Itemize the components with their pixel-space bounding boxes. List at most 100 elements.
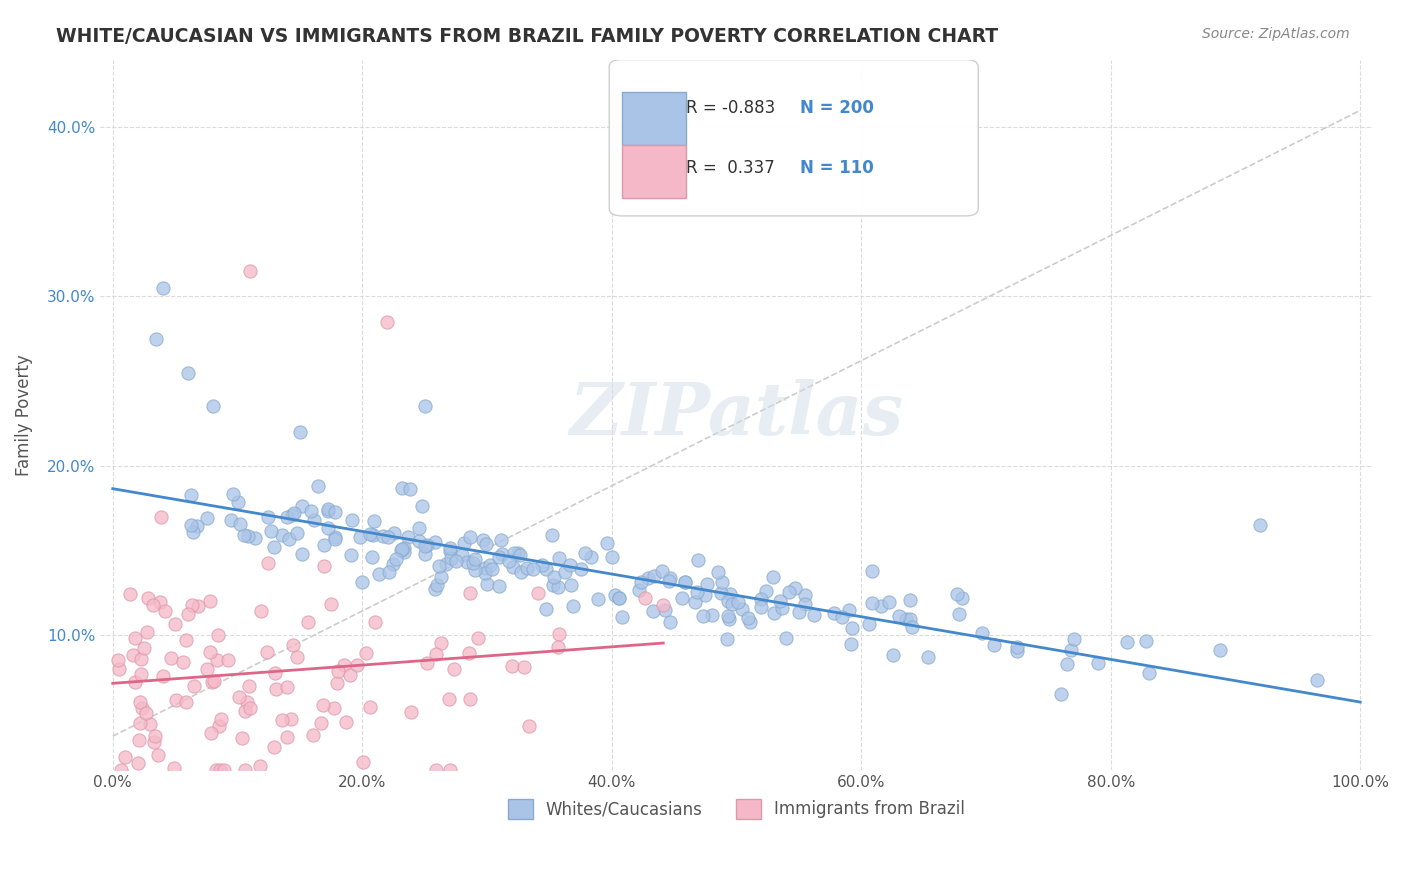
Whites/Caucasians: [427, 559, 450, 574]
Immigrants from Brazil: [200, 645, 222, 659]
Immigrants from Brazil: [163, 617, 186, 632]
Immigrants from Brazil: [149, 509, 172, 524]
Whites/Caucasians: [711, 575, 734, 590]
Immigrants from Brazil: [517, 719, 540, 733]
Whites/Caucasians: [288, 425, 311, 439]
Whites/Caucasians: [219, 513, 242, 527]
Whites/Caucasians: [382, 526, 405, 541]
Whites/Caucasians: [318, 502, 340, 516]
Whites/Caucasians: [769, 593, 792, 607]
Whites/Caucasians: [381, 557, 404, 571]
Text: R =  0.337: R = 0.337: [686, 160, 775, 178]
Immigrants from Brazil: [204, 763, 226, 777]
Immigrants from Brazil: [256, 645, 278, 659]
Whites/Caucasians: [451, 548, 474, 562]
Immigrants from Brazil: [195, 662, 218, 676]
Immigrants from Brazil: [187, 599, 209, 614]
Whites/Caucasians: [276, 510, 298, 524]
Immigrants from Brazil: [321, 597, 343, 611]
Whites/Caucasians: [560, 558, 582, 572]
Whites/Caucasians: [794, 597, 817, 611]
Whites/Caucasians: [696, 576, 718, 591]
Immigrants from Brazil: [652, 598, 675, 612]
Whites/Caucasians: [391, 541, 413, 556]
Whites/Caucasians: [440, 551, 463, 566]
Whites/Caucasians: [323, 530, 346, 544]
Whites/Caucasians: [710, 586, 733, 600]
Whites/Caucasians: [359, 527, 381, 541]
Whites/Caucasians: [770, 600, 793, 615]
Whites/Caucasians: [721, 597, 744, 611]
Whites/Caucasians: [831, 610, 853, 624]
Immigrants from Brazil: [323, 701, 346, 715]
Whites/Caucasians: [755, 584, 778, 599]
Whites/Caucasians: [285, 525, 308, 540]
Immigrants from Brazil: [159, 651, 181, 665]
Whites/Caucasians: [180, 488, 202, 502]
Whites/Caucasians: [429, 570, 451, 584]
Immigrants from Brazil: [429, 636, 451, 650]
Immigrants from Brazil: [235, 695, 257, 709]
Whites/Caucasians: [970, 626, 993, 640]
Whites/Caucasians: [686, 584, 709, 599]
Whites/Caucasians: [534, 602, 557, 616]
Immigrants from Brazil: [512, 660, 534, 674]
Whites/Caucasians: [314, 538, 336, 552]
Whites/Caucasians: [803, 607, 825, 622]
Text: N = 110: N = 110: [800, 160, 875, 178]
Immigrants from Brazil: [114, 750, 136, 764]
Whites/Caucasians: [229, 516, 252, 531]
Whites/Caucasians: [536, 562, 558, 576]
Whites/Caucasians: [181, 525, 204, 540]
Whites/Caucasians: [612, 610, 634, 624]
Whites/Caucasians: [385, 552, 408, 566]
Immigrants from Brazil: [339, 668, 361, 682]
Whites/Caucasians: [426, 578, 449, 592]
Whites/Caucasians: [316, 521, 339, 535]
Whites/Caucasians: [717, 609, 740, 624]
Whites/Caucasians: [195, 511, 218, 525]
Whites/Caucasians: [349, 531, 371, 545]
Immigrants from Brazil: [207, 628, 229, 642]
Immigrants from Brazil: [276, 731, 298, 745]
Whites/Caucasians: [475, 577, 498, 591]
Whites/Caucasians: [352, 574, 374, 589]
Whites/Caucasians: [516, 561, 538, 575]
Immigrants from Brazil: [297, 615, 319, 630]
Whites/Caucasians: [717, 594, 740, 608]
Immigrants from Brazil: [124, 631, 146, 645]
Immigrants from Brazil: [401, 705, 423, 719]
Immigrants from Brazil: [266, 682, 288, 697]
Whites/Caucasians: [946, 586, 969, 600]
Immigrants from Brazil: [276, 681, 298, 695]
Immigrants from Brazil: [458, 646, 481, 660]
Immigrants from Brazil: [352, 755, 374, 769]
Whites/Caucasians: [228, 495, 250, 509]
Immigrants from Brazil: [326, 675, 349, 690]
Whites/Caucasians: [474, 566, 496, 581]
Whites/Caucasians: [391, 543, 413, 558]
Whites/Caucasians: [152, 281, 174, 295]
Immigrants from Brazil: [129, 666, 152, 681]
FancyBboxPatch shape: [609, 60, 979, 216]
Whites/Caucasians: [688, 553, 710, 567]
Immigrants from Brazil: [501, 658, 523, 673]
Whites/Caucasians: [1249, 517, 1271, 532]
Whites/Caucasians: [579, 550, 602, 565]
Immigrants from Brazil: [270, 713, 292, 727]
Immigrants from Brazil: [264, 666, 287, 681]
Immigrants from Brazil: [152, 669, 174, 683]
FancyBboxPatch shape: [621, 92, 686, 145]
Whites/Caucasians: [1209, 643, 1232, 657]
Immigrants from Brazil: [548, 627, 571, 641]
Whites/Caucasians: [651, 565, 673, 579]
Whites/Caucasians: [307, 479, 329, 493]
Whites/Caucasians: [628, 582, 651, 597]
Immigrants from Brazil: [233, 704, 256, 718]
Whites/Caucasians: [444, 554, 467, 568]
Immigrants from Brazil: [263, 739, 285, 754]
Whites/Caucasians: [562, 599, 585, 613]
Whites/Caucasians: [186, 519, 208, 533]
Whites/Caucasians: [718, 586, 741, 600]
Immigrants from Brazil: [129, 716, 152, 731]
